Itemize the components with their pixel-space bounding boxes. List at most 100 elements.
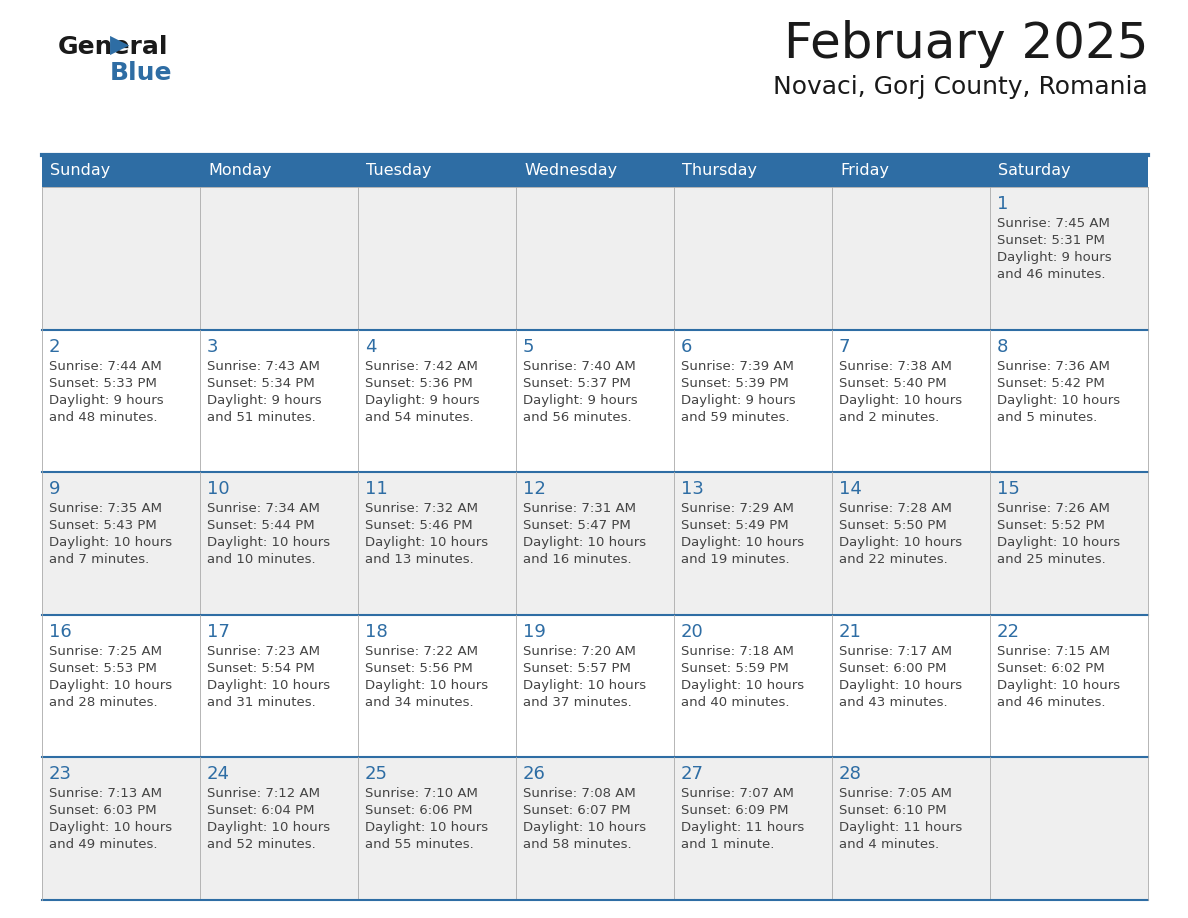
Text: Sunrise: 7:10 AM: Sunrise: 7:10 AM bbox=[365, 788, 478, 800]
Text: Daylight: 10 hours: Daylight: 10 hours bbox=[997, 394, 1120, 407]
Text: Sunrise: 7:22 AM: Sunrise: 7:22 AM bbox=[365, 644, 478, 658]
Text: Daylight: 10 hours: Daylight: 10 hours bbox=[365, 678, 488, 692]
Text: Sunrise: 7:18 AM: Sunrise: 7:18 AM bbox=[681, 644, 794, 658]
Text: Sunset: 6:03 PM: Sunset: 6:03 PM bbox=[49, 804, 157, 817]
Text: Daylight: 9 hours: Daylight: 9 hours bbox=[365, 394, 480, 407]
Text: Blue: Blue bbox=[110, 61, 172, 85]
Text: and 46 minutes.: and 46 minutes. bbox=[997, 696, 1106, 709]
Text: and 4 minutes.: and 4 minutes. bbox=[839, 838, 940, 851]
Text: 7: 7 bbox=[839, 338, 851, 355]
Text: 8: 8 bbox=[997, 338, 1009, 355]
Text: Daylight: 10 hours: Daylight: 10 hours bbox=[681, 536, 804, 549]
Text: 10: 10 bbox=[207, 480, 229, 498]
Text: and 10 minutes.: and 10 minutes. bbox=[207, 554, 316, 566]
Text: Daylight: 10 hours: Daylight: 10 hours bbox=[523, 678, 646, 692]
Text: and 52 minutes.: and 52 minutes. bbox=[207, 838, 316, 851]
Text: Daylight: 9 hours: Daylight: 9 hours bbox=[681, 394, 796, 407]
Text: Daylight: 10 hours: Daylight: 10 hours bbox=[839, 536, 962, 549]
Text: 1: 1 bbox=[997, 195, 1009, 213]
Text: Daylight: 11 hours: Daylight: 11 hours bbox=[839, 822, 962, 834]
Text: and 28 minutes.: and 28 minutes. bbox=[49, 696, 158, 709]
Text: Sunrise: 7:17 AM: Sunrise: 7:17 AM bbox=[839, 644, 952, 658]
Text: Sunrise: 7:45 AM: Sunrise: 7:45 AM bbox=[997, 217, 1110, 230]
Text: Sunset: 5:59 PM: Sunset: 5:59 PM bbox=[681, 662, 789, 675]
Text: and 54 minutes.: and 54 minutes. bbox=[365, 410, 474, 423]
Text: 24: 24 bbox=[207, 766, 230, 783]
Text: Sunset: 5:40 PM: Sunset: 5:40 PM bbox=[839, 376, 947, 389]
Text: Sunrise: 7:12 AM: Sunrise: 7:12 AM bbox=[207, 788, 320, 800]
Text: 19: 19 bbox=[523, 622, 545, 641]
Text: 21: 21 bbox=[839, 622, 861, 641]
Text: Sunrise: 7:38 AM: Sunrise: 7:38 AM bbox=[839, 360, 952, 373]
Text: and 59 minutes.: and 59 minutes. bbox=[681, 410, 790, 423]
Text: Sunset: 5:54 PM: Sunset: 5:54 PM bbox=[207, 662, 315, 675]
Text: Sunrise: 7:23 AM: Sunrise: 7:23 AM bbox=[207, 644, 320, 658]
Text: 11: 11 bbox=[365, 480, 387, 498]
Text: and 40 minutes.: and 40 minutes. bbox=[681, 696, 790, 709]
Text: Sunset: 6:06 PM: Sunset: 6:06 PM bbox=[365, 804, 473, 817]
Text: General: General bbox=[58, 35, 169, 59]
Text: Daylight: 9 hours: Daylight: 9 hours bbox=[207, 394, 322, 407]
Text: 3: 3 bbox=[207, 338, 219, 355]
Text: Sunrise: 7:07 AM: Sunrise: 7:07 AM bbox=[681, 788, 794, 800]
Text: and 55 minutes.: and 55 minutes. bbox=[365, 838, 474, 851]
Text: ▶: ▶ bbox=[110, 33, 129, 57]
Text: 14: 14 bbox=[839, 480, 861, 498]
Text: 16: 16 bbox=[49, 622, 71, 641]
Text: Daylight: 10 hours: Daylight: 10 hours bbox=[365, 536, 488, 549]
Text: and 34 minutes.: and 34 minutes. bbox=[365, 696, 474, 709]
Text: Wednesday: Wednesday bbox=[524, 163, 617, 178]
Text: and 49 minutes.: and 49 minutes. bbox=[49, 838, 158, 851]
Text: and 25 minutes.: and 25 minutes. bbox=[997, 554, 1106, 566]
Text: Sunset: 5:37 PM: Sunset: 5:37 PM bbox=[523, 376, 631, 389]
Text: Sunrise: 7:44 AM: Sunrise: 7:44 AM bbox=[49, 360, 162, 373]
Text: Daylight: 10 hours: Daylight: 10 hours bbox=[997, 678, 1120, 692]
Text: Sunrise: 7:26 AM: Sunrise: 7:26 AM bbox=[997, 502, 1110, 515]
Text: Sunset: 5:46 PM: Sunset: 5:46 PM bbox=[365, 520, 473, 532]
Text: Sunset: 5:36 PM: Sunset: 5:36 PM bbox=[365, 376, 473, 389]
Text: Sunset: 5:50 PM: Sunset: 5:50 PM bbox=[839, 520, 947, 532]
Text: Daylight: 10 hours: Daylight: 10 hours bbox=[49, 822, 172, 834]
Text: Daylight: 10 hours: Daylight: 10 hours bbox=[681, 678, 804, 692]
Text: Daylight: 10 hours: Daylight: 10 hours bbox=[49, 678, 172, 692]
Text: and 48 minutes.: and 48 minutes. bbox=[49, 410, 158, 423]
Bar bbox=[990, 155, 1148, 187]
Bar bbox=[832, 155, 990, 187]
Text: and 19 minutes.: and 19 minutes. bbox=[681, 554, 790, 566]
Text: Sunday: Sunday bbox=[50, 163, 110, 178]
Text: 6: 6 bbox=[681, 338, 693, 355]
Text: and 22 minutes.: and 22 minutes. bbox=[839, 554, 948, 566]
Text: 22: 22 bbox=[997, 622, 1020, 641]
Text: Sunset: 5:53 PM: Sunset: 5:53 PM bbox=[49, 662, 157, 675]
Text: Sunset: 5:49 PM: Sunset: 5:49 PM bbox=[681, 520, 789, 532]
Text: and 13 minutes.: and 13 minutes. bbox=[365, 554, 474, 566]
Bar bbox=[42, 615, 1148, 757]
Text: Daylight: 9 hours: Daylight: 9 hours bbox=[523, 394, 638, 407]
Text: Sunrise: 7:39 AM: Sunrise: 7:39 AM bbox=[681, 360, 794, 373]
Text: 9: 9 bbox=[49, 480, 61, 498]
Text: and 7 minutes.: and 7 minutes. bbox=[49, 554, 150, 566]
Text: Sunset: 5:56 PM: Sunset: 5:56 PM bbox=[365, 662, 473, 675]
Text: Tuesday: Tuesday bbox=[366, 163, 431, 178]
Text: 12: 12 bbox=[523, 480, 545, 498]
Bar bbox=[42, 155, 200, 187]
Text: Daylight: 10 hours: Daylight: 10 hours bbox=[523, 822, 646, 834]
Text: Daylight: 10 hours: Daylight: 10 hours bbox=[365, 822, 488, 834]
Text: Daylight: 10 hours: Daylight: 10 hours bbox=[207, 822, 330, 834]
Text: 20: 20 bbox=[681, 622, 703, 641]
Text: 2: 2 bbox=[49, 338, 61, 355]
Text: Sunset: 5:42 PM: Sunset: 5:42 PM bbox=[997, 376, 1105, 389]
Text: Sunrise: 7:29 AM: Sunrise: 7:29 AM bbox=[681, 502, 794, 515]
Text: Sunrise: 7:20 AM: Sunrise: 7:20 AM bbox=[523, 644, 636, 658]
Text: 15: 15 bbox=[997, 480, 1019, 498]
Text: 18: 18 bbox=[365, 622, 387, 641]
Text: 4: 4 bbox=[365, 338, 377, 355]
Text: 17: 17 bbox=[207, 622, 229, 641]
Text: Sunrise: 7:34 AM: Sunrise: 7:34 AM bbox=[207, 502, 320, 515]
Text: and 1 minute.: and 1 minute. bbox=[681, 838, 775, 851]
Text: Sunset: 5:34 PM: Sunset: 5:34 PM bbox=[207, 376, 315, 389]
Text: Daylight: 9 hours: Daylight: 9 hours bbox=[997, 251, 1112, 264]
Text: Friday: Friday bbox=[840, 163, 889, 178]
Text: 25: 25 bbox=[365, 766, 388, 783]
Text: Monday: Monday bbox=[208, 163, 272, 178]
